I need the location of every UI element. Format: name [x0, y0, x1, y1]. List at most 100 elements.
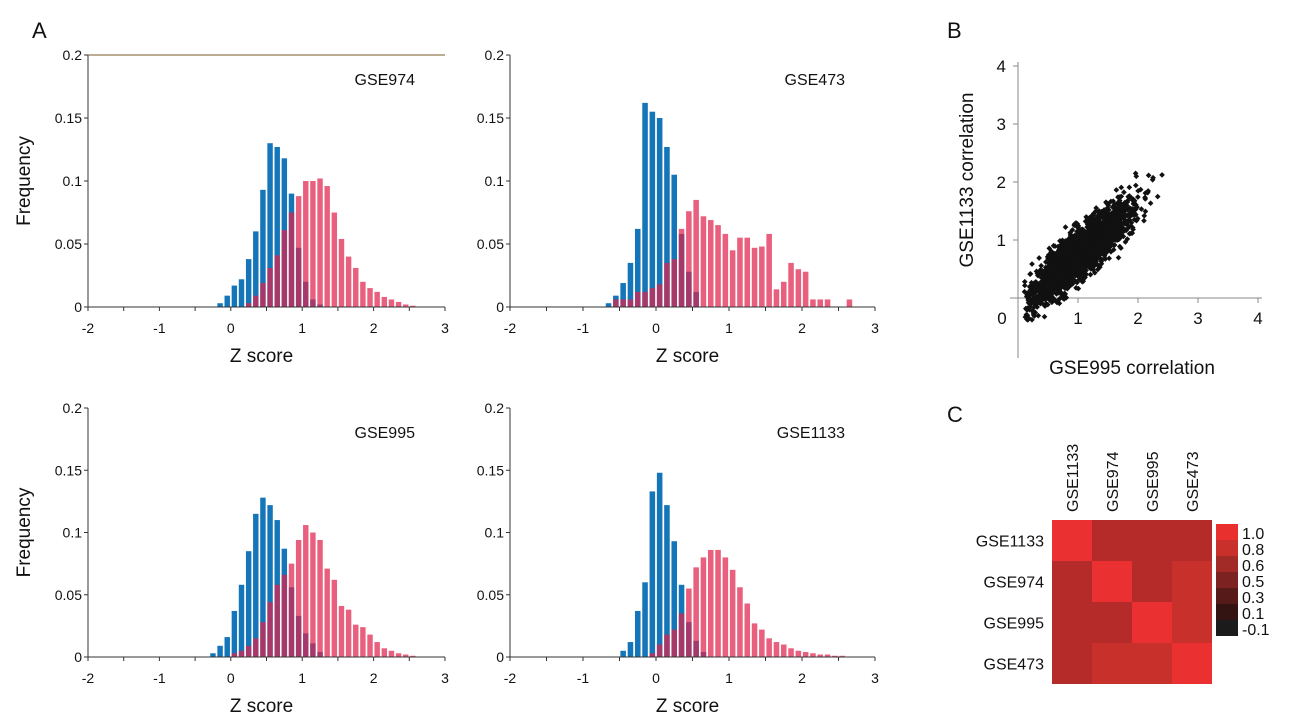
bar-red	[381, 296, 388, 307]
x-tick-label: 2	[798, 670, 806, 686]
scatter-point	[1118, 230, 1124, 237]
bar-red	[403, 304, 409, 307]
bar-blue	[253, 513, 259, 657]
scatter-point	[1103, 232, 1109, 239]
bar-blue	[231, 285, 238, 307]
x-tick-label: -2	[504, 320, 517, 336]
scatter-point	[1116, 243, 1123, 250]
bar-red	[729, 250, 736, 307]
bar-red	[759, 629, 765, 657]
scatter-point	[1132, 182, 1139, 189]
scatter-point	[1069, 271, 1075, 278]
y-tick-label: 0.1	[485, 525, 505, 541]
scatter-point	[1048, 293, 1054, 300]
scatter-point	[1078, 235, 1085, 242]
scatter-point	[1033, 279, 1039, 285]
bar-blue	[224, 637, 230, 657]
x-tick-label: 0	[997, 309, 1006, 328]
y-tick-label: 0.2	[485, 400, 505, 416]
colorbar-swatch	[1216, 588, 1238, 604]
bar-red	[245, 303, 252, 307]
bar-red	[410, 305, 416, 307]
scatter-point	[1034, 270, 1041, 277]
scatter-point	[1096, 230, 1103, 236]
heatmap-cell	[1052, 602, 1092, 643]
scatter-point	[1055, 264, 1062, 271]
bar-red	[751, 623, 758, 657]
hist-gse1133: 0 0.05 0.1 0.15 0.2 -2 -1 0 1 2 3 Z score GSE1133	[477, 400, 879, 717]
colorbar-swatch	[1216, 556, 1238, 572]
bar-blue	[671, 541, 678, 657]
panel-letter-b: B	[947, 18, 962, 43]
scatter-point	[1033, 294, 1040, 300]
scatter-point	[1038, 269, 1045, 276]
bar-red	[295, 196, 302, 307]
scatter-point	[1035, 312, 1042, 319]
y-tick-label: 0.05	[55, 236, 82, 252]
y-tick-label: 0.2	[485, 47, 505, 63]
scatter-point	[1104, 236, 1110, 243]
scatter-point	[1142, 194, 1148, 201]
hist-gse473: 0 0.05 0.1 0.15 0.2 -2 -1 0 1 2 3 Z score GSE473	[477, 47, 879, 367]
bar-red	[374, 291, 380, 307]
bar-blue	[664, 505, 670, 657]
scatter-point	[1086, 260, 1092, 266]
scatter-point	[1101, 220, 1108, 227]
scatter-point	[1037, 296, 1044, 302]
bar-red	[238, 650, 245, 657]
bar-red	[303, 181, 309, 307]
scatter-point	[1063, 294, 1070, 301]
dataset-label: GSE974	[355, 72, 416, 89]
x-tick-label: 0	[227, 320, 235, 336]
bar-red	[737, 237, 743, 307]
bar-red	[374, 642, 380, 657]
x-tick-label: -1	[577, 670, 590, 686]
scatter-point	[1105, 200, 1111, 207]
bar-red	[773, 642, 780, 657]
bar-red	[410, 655, 416, 657]
y-axis-title: Frequency	[14, 136, 35, 226]
dataset-label: GSE473	[785, 72, 846, 89]
scatter-point	[1042, 296, 1049, 303]
scatter-point	[1116, 218, 1122, 225]
bar-red	[802, 271, 809, 307]
bar-red	[353, 267, 359, 307]
scatter-point	[1113, 187, 1120, 193]
bar-blue	[274, 146, 280, 307]
y-axis-title: GSE1133 correlation	[957, 93, 978, 268]
x-tick-label: 3	[871, 320, 879, 336]
bar-red	[780, 644, 787, 657]
bar-red	[810, 653, 816, 657]
bar-blue	[260, 497, 266, 657]
bar-blue	[642, 582, 648, 657]
scatter-point	[1021, 282, 1028, 289]
colorbar-label: 0.8	[1242, 542, 1264, 559]
scatter-point	[1094, 241, 1101, 248]
bar-red	[288, 212, 295, 307]
scatter-point	[1138, 206, 1145, 212]
scatter-point	[1141, 212, 1148, 219]
x-tick-label: -2	[504, 670, 517, 686]
bar-red	[367, 634, 373, 657]
scatter-point	[1080, 266, 1087, 272]
x-tick-label: 3	[1193, 309, 1202, 328]
scatter-point	[1098, 212, 1105, 219]
bar-blue	[649, 491, 656, 657]
scatter-point	[1112, 223, 1119, 230]
x-tick-label: -2	[82, 320, 95, 336]
scatter-point	[1102, 242, 1108, 249]
y-tick-label: 0.05	[477, 587, 504, 603]
scatter-point	[1038, 262, 1045, 269]
bar-blue	[245, 259, 252, 307]
scatter-point	[1134, 204, 1140, 211]
scatter-point	[1041, 313, 1048, 320]
bar-red	[288, 563, 295, 657]
scatter-point	[1030, 291, 1037, 298]
bar-blue	[267, 143, 273, 307]
bar-red	[613, 299, 619, 307]
bar-red	[338, 605, 345, 657]
heatmap-cell	[1132, 602, 1172, 643]
scatter-point	[1127, 213, 1133, 220]
scatter-point	[1094, 235, 1100, 242]
